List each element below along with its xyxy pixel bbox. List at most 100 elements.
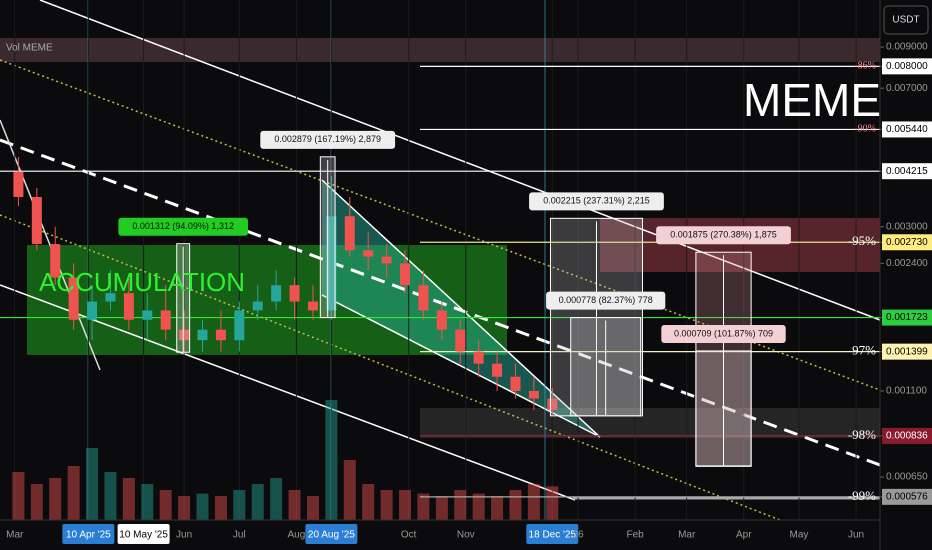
candle-body: [344, 216, 355, 251]
volume-bar: [178, 496, 191, 520]
candle-body: [271, 285, 282, 302]
volume-bar: [491, 496, 504, 520]
candle-body: [455, 329, 466, 352]
measure-label: 0.001875 (270.38%) 1,875: [670, 230, 777, 240]
y-tick-badge: [882, 163, 932, 180]
candle-body: [179, 329, 190, 341]
volume-bar: [30, 484, 43, 520]
y-tick-badge: [882, 309, 932, 326]
measure-tag: [656, 226, 791, 245]
y-tick-label: 0.000576: [886, 491, 928, 502]
volume-bar: [270, 478, 283, 520]
symbol-title: MEME: [743, 74, 881, 126]
x-tick-label: May: [790, 530, 809, 541]
candle-body: [436, 310, 447, 330]
volume-bar: [159, 490, 172, 520]
measure-label: 0.000778 (82.37%) 778: [559, 295, 653, 305]
volume-bar: [417, 493, 430, 520]
x-tick-label: Feb: [627, 530, 645, 541]
volume-bar: [454, 490, 467, 520]
x-tick-label: Jun: [176, 530, 192, 541]
channel-dotted-top: [0, 59, 881, 391]
y-tick-badge: [882, 58, 932, 75]
x-tick-badge: [62, 524, 115, 544]
volume-bar: [362, 484, 375, 520]
candle-body: [197, 329, 208, 341]
x-tick-label: Nov: [457, 530, 475, 541]
candle-body: [105, 293, 116, 302]
candle-body: [50, 244, 61, 278]
x-tick-label: 10 May '25: [119, 530, 168, 541]
x-tick-label: 20 Aug '25: [308, 530, 355, 541]
level-label: -97%: [848, 343, 876, 358]
x-tick-badge: [117, 524, 170, 544]
candle-body: [528, 390, 539, 399]
channel: [0, 0, 881, 521]
volume-bar: [325, 400, 338, 520]
x-tick-label: Apr: [736, 530, 752, 541]
volume-bar: [122, 478, 135, 520]
volume-bar: [86, 448, 99, 520]
y-tick-label: 0.004215: [886, 166, 928, 177]
volume-bar: [196, 493, 209, 520]
x-tick-label: Jul: [233, 530, 246, 541]
measure-tag: [260, 130, 396, 149]
measure-tag: [118, 217, 248, 236]
channel-mid: [0, 138, 881, 467]
volume-bar: [233, 490, 246, 520]
measure-tag: [546, 291, 666, 310]
currency[interactable]: USDT: [892, 15, 919, 26]
candle-body: [510, 376, 521, 391]
x-tick-badge: [526, 524, 579, 544]
candle-body: [160, 310, 171, 330]
currency-button[interactable]: [883, 5, 929, 35]
volume-bar: [141, 484, 154, 520]
y-tick-label: 0.007000: [886, 83, 928, 94]
level-label: -86%: [854, 61, 876, 72]
measure-tag: [529, 192, 664, 211]
volume-bar: [288, 490, 301, 520]
volume-bar: [472, 493, 485, 520]
volume-bar: [104, 472, 117, 520]
level-label: -90%: [854, 124, 876, 135]
y-tick-label: 0.002730: [886, 237, 928, 248]
volume-bar: [12, 472, 25, 520]
candle-body: [381, 256, 392, 264]
y-tick-badge: [882, 234, 932, 251]
x-tick-label: 18 Dec '25: [529, 530, 577, 541]
candle-body: [492, 363, 503, 377]
y-tick-badge: [882, 427, 932, 444]
wedge-top: [321, 179, 601, 438]
candle-body: [13, 171, 24, 197]
y-tick-label: 0.003000: [886, 221, 928, 232]
volume-bar: [380, 490, 393, 520]
candle-body: [326, 216, 337, 311]
candle-body: [234, 310, 245, 341]
measure-label: 0.000709 (101.87%) 709: [674, 328, 773, 338]
measure-tag: [661, 324, 786, 343]
y-tick-label: 0.008000: [886, 61, 928, 72]
volume-bar: [49, 478, 62, 520]
volume-bar: [527, 484, 540, 520]
candle-body: [123, 293, 134, 320]
volume-bar: [251, 484, 264, 520]
channel-bottom: [0, 284, 576, 501]
candle-body: [87, 301, 98, 320]
x-tick-label: Jun: [848, 530, 864, 541]
y-tick-label: 0.000650: [886, 472, 928, 483]
y-tick-badge: [882, 121, 932, 138]
x-tick-label: Mar: [6, 530, 24, 541]
x-tick-label: Mar: [678, 530, 696, 541]
measure-label: 0.002879 (167.19%) 2,879: [274, 134, 381, 144]
candle-body: [307, 301, 318, 311]
candle-body: [68, 277, 79, 320]
x-tick-label: 26: [573, 530, 585, 541]
volume-bar: [435, 496, 448, 520]
measure-label: 0.001312 (94.09%) 1,312: [132, 221, 234, 231]
y-tick-label: 0.001399: [886, 346, 928, 357]
candle-body: [473, 351, 484, 364]
candle-body: [418, 285, 429, 311]
measure-label: 0.002215 (237.31%) 2,215: [543, 196, 650, 206]
